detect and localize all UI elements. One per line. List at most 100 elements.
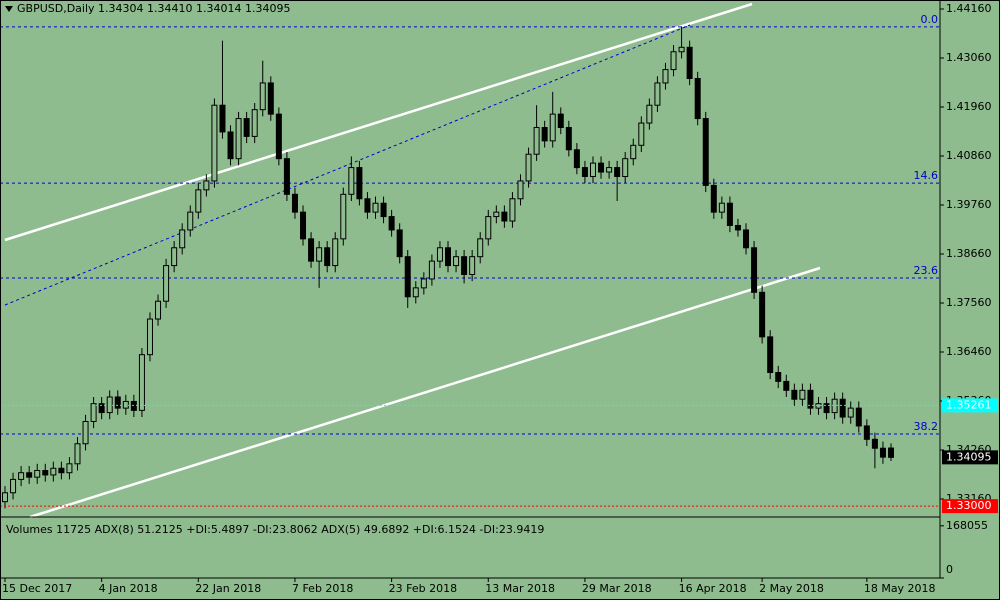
candle-body bbox=[767, 336, 774, 373]
candle-body bbox=[477, 238, 484, 258]
candle-body bbox=[461, 256, 468, 275]
x-tick-label: 13 Mar 2018 bbox=[485, 582, 555, 595]
candle-body bbox=[195, 189, 202, 213]
candle-body bbox=[710, 184, 717, 213]
candle-body bbox=[879, 447, 886, 458]
trend-line bbox=[4, 2, 753, 242]
candle-body bbox=[18, 472, 25, 480]
marker-box bbox=[942, 398, 998, 413]
candle-body bbox=[622, 158, 629, 177]
candle-body bbox=[114, 396, 121, 409]
candle-body bbox=[267, 82, 274, 115]
menu-icon bbox=[5, 6, 13, 12]
candle-body bbox=[211, 104, 218, 182]
candle-body bbox=[517, 180, 524, 200]
candle-body bbox=[662, 69, 669, 84]
y-tick-label: 1.39760 bbox=[946, 198, 992, 211]
candle-body bbox=[678, 46, 685, 53]
marker-label: 1.34095 bbox=[946, 450, 992, 463]
candle-body bbox=[308, 238, 315, 262]
candle-body bbox=[533, 126, 540, 155]
candle-body bbox=[702, 118, 709, 186]
x-tick-label: 22 Jan 2018 bbox=[195, 582, 261, 595]
candle-body bbox=[163, 265, 170, 302]
candle-body bbox=[388, 216, 395, 231]
marker-label: 1.33000 bbox=[946, 499, 992, 512]
candle-body bbox=[614, 167, 621, 177]
candle-body bbox=[525, 153, 532, 182]
candle-body bbox=[686, 46, 693, 79]
candle-body bbox=[783, 380, 790, 391]
candle-body bbox=[235, 118, 242, 160]
candle-body bbox=[34, 469, 41, 478]
level-label: 0.0 bbox=[921, 13, 939, 26]
candle-body bbox=[66, 463, 73, 474]
x-tick-label: 7 Feb 2018 bbox=[292, 582, 353, 595]
candle-body bbox=[420, 278, 427, 289]
candle-body bbox=[251, 109, 258, 137]
candle-body bbox=[227, 131, 234, 160]
candle-body bbox=[348, 167, 355, 195]
candle-body bbox=[275, 113, 282, 160]
y-tick-label: 1.40860 bbox=[946, 149, 992, 162]
trend-line bbox=[29, 266, 821, 519]
candle-body bbox=[122, 400, 129, 409]
candle-body bbox=[791, 389, 798, 400]
candle-body bbox=[340, 193, 347, 240]
candle-body bbox=[863, 425, 870, 440]
candle-body bbox=[74, 443, 81, 465]
candle-body bbox=[179, 229, 186, 249]
candle-body bbox=[581, 167, 588, 177]
candle-body bbox=[493, 211, 500, 218]
candle-body bbox=[839, 398, 846, 418]
y-tick-label: 1.37560 bbox=[946, 296, 992, 309]
candle-body bbox=[888, 447, 894, 458]
candle-body bbox=[259, 82, 266, 111]
candle-body bbox=[372, 202, 379, 213]
candle-body bbox=[751, 247, 758, 293]
candle-body bbox=[356, 167, 363, 200]
candle-body bbox=[646, 104, 653, 124]
candle-body bbox=[823, 403, 830, 414]
candle-body bbox=[146, 318, 153, 356]
y-tick-label: 1.38660 bbox=[946, 247, 992, 260]
candle-body bbox=[324, 247, 331, 267]
candle-body bbox=[82, 420, 89, 445]
subpanel-title: Volumes 11725 ADX(8) 51.2125 +DI:5.4897 … bbox=[6, 523, 544, 536]
x-tick-label: 15 Dec 2017 bbox=[2, 582, 72, 595]
candle-body bbox=[436, 247, 443, 262]
candle-body bbox=[332, 238, 339, 267]
sub-y-tick-label: 168055 bbox=[946, 519, 988, 532]
candle-body bbox=[50, 467, 57, 476]
candle-body bbox=[557, 113, 564, 128]
candle-body bbox=[98, 403, 105, 414]
x-tick-label: 2 May 2018 bbox=[759, 582, 824, 595]
candle-body bbox=[42, 469, 49, 476]
candle-body bbox=[589, 162, 596, 177]
candle-body bbox=[453, 256, 460, 267]
candle-body bbox=[718, 202, 725, 213]
candle-body bbox=[565, 126, 572, 151]
candle-body bbox=[428, 260, 435, 280]
x-tick-label: 23 Feb 2018 bbox=[389, 582, 457, 595]
candle-body bbox=[404, 256, 411, 298]
candle-body bbox=[187, 211, 194, 231]
chart-title: GBPUSD,Daily 1.34304 1.34410 1.34014 1.3… bbox=[17, 2, 290, 15]
candle-body bbox=[807, 389, 814, 409]
candle-body bbox=[509, 198, 516, 222]
candle-body bbox=[316, 247, 323, 262]
candle-body bbox=[726, 202, 733, 226]
candle-body bbox=[799, 389, 806, 400]
y-tick-label: 1.44160 bbox=[946, 2, 992, 15]
level-label: 23.6 bbox=[914, 264, 939, 277]
candle-body bbox=[606, 167, 613, 173]
x-tick-label: 16 Apr 2018 bbox=[679, 582, 747, 595]
candle-body bbox=[775, 371, 782, 382]
candle-body bbox=[638, 122, 645, 146]
candle-body bbox=[501, 211, 508, 222]
marker-label: 1.35261 bbox=[946, 398, 992, 411]
level-label: 14.6 bbox=[914, 169, 939, 182]
candle-body bbox=[445, 247, 451, 267]
